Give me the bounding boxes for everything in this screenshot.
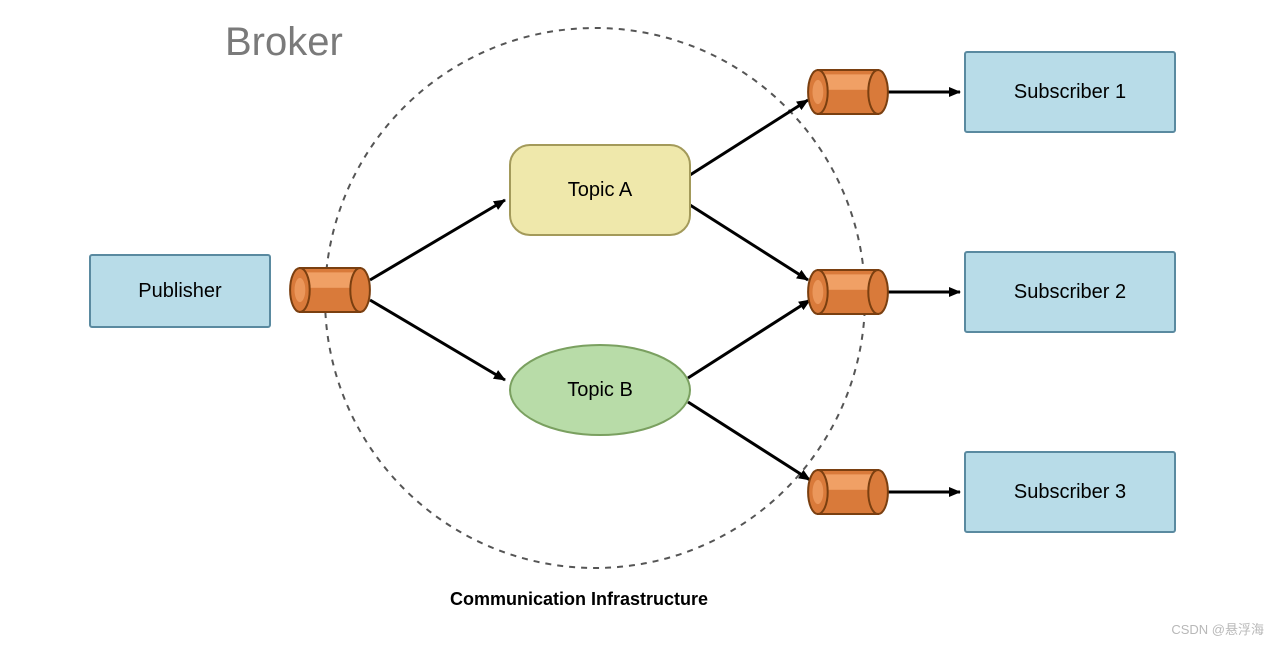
caption: Communication Infrastructure <box>450 589 708 609</box>
edge-1 <box>370 300 505 380</box>
publisher-label: Publisher <box>138 280 222 302</box>
sub2-node: Subscriber 2 <box>965 252 1175 332</box>
topic_a-label: Topic A <box>568 179 633 201</box>
sub3-node: Subscriber 3 <box>965 452 1175 532</box>
cyl_sub1-icon <box>808 70 888 114</box>
watermark: CSDN @悬浮海 <box>1171 619 1264 638</box>
topic_b-label: Topic B <box>567 379 633 401</box>
edge-4 <box>688 300 810 378</box>
sub1-node: Subscriber 1 <box>965 52 1175 132</box>
publisher-node: Publisher <box>90 255 270 327</box>
edge-3 <box>690 205 808 280</box>
broker-title: Broker <box>225 20 343 64</box>
sub1-label: Subscriber 1 <box>1014 81 1126 103</box>
sub3-label: Subscriber 3 <box>1014 481 1126 503</box>
sub2-label: Subscriber 2 <box>1014 281 1126 303</box>
broker-circle <box>325 28 865 568</box>
topic_b-node: Topic B <box>510 345 690 435</box>
cyl_pub-icon <box>290 268 370 312</box>
edge-2 <box>690 100 808 175</box>
topic_a-node: Topic A <box>510 145 690 235</box>
cyl_sub2-icon <box>808 270 888 314</box>
edge-5 <box>688 402 810 480</box>
diagram-canvas: Publisher Topic A Topic B Subscriber 1 Subsc… <box>0 0 1280 646</box>
cyl_sub3-icon <box>808 470 888 514</box>
edge-0 <box>370 200 505 280</box>
